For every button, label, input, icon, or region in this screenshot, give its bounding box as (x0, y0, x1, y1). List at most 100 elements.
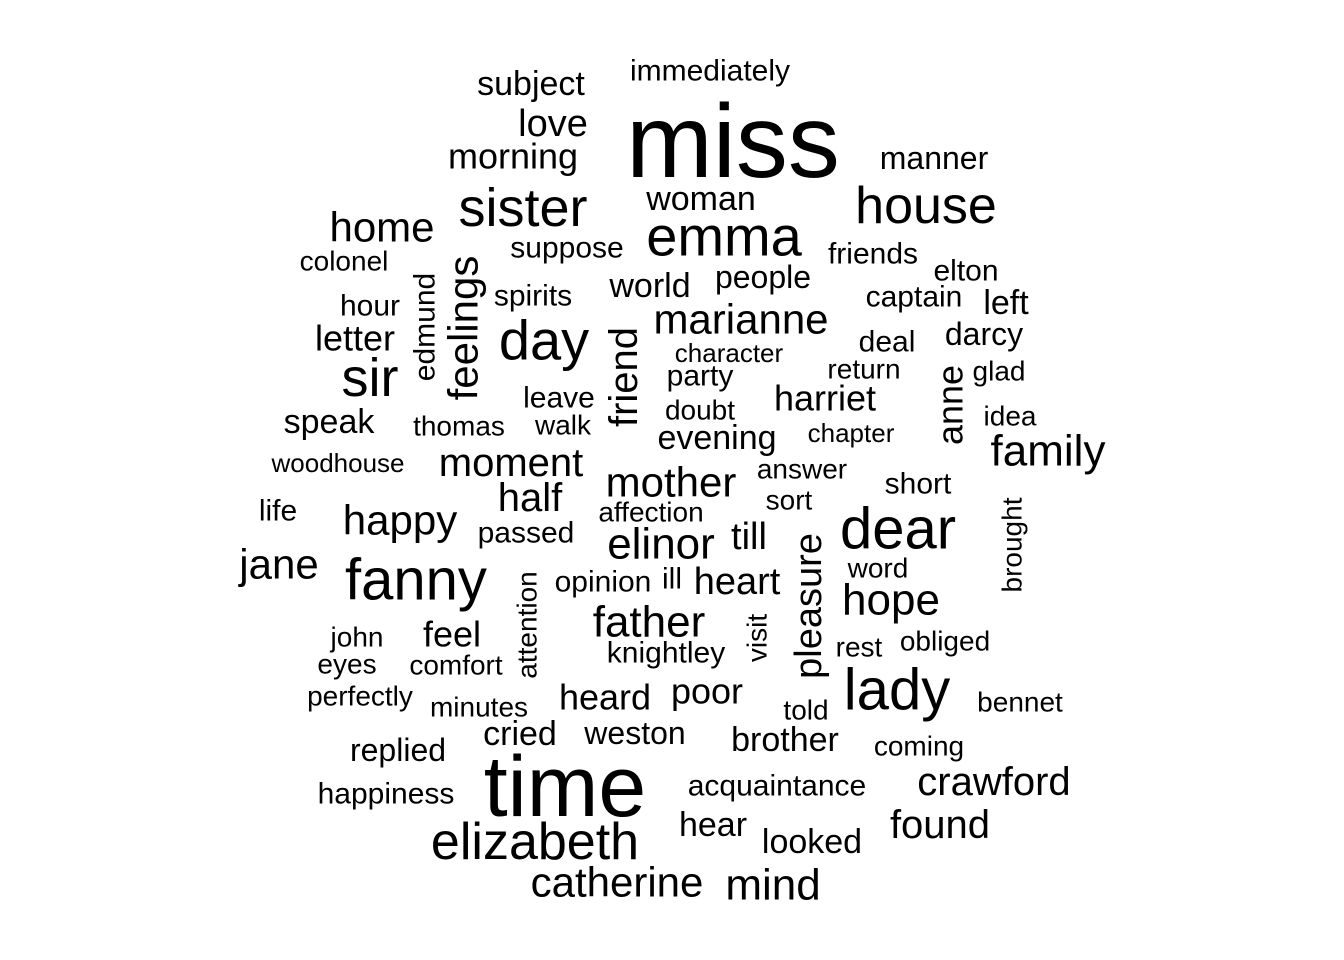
word-comfort: comfort (409, 650, 503, 681)
word-heard: heard (559, 677, 651, 718)
word-affection: affection (598, 497, 703, 528)
word-father: father (593, 598, 706, 647)
word-poor: poor (671, 671, 743, 712)
word-manner: manner (880, 140, 989, 176)
word-opinion: opinion (555, 566, 652, 599)
word-emma: emma (646, 205, 802, 268)
word-hear: hear (679, 806, 747, 844)
word-evening: evening (657, 419, 776, 457)
word-deal: deal (859, 326, 916, 359)
word-passed: passed (478, 517, 575, 550)
word-walk: walk (534, 410, 592, 441)
word-heart: heart (694, 561, 781, 603)
word-letter: letter (315, 318, 395, 359)
word-hope: hope (842, 576, 940, 625)
word-crawford: crawford (917, 760, 1070, 804)
word-miss: miss (626, 84, 840, 200)
word-dear: dear (840, 497, 956, 562)
word-home: home (329, 204, 434, 251)
word-coming: coming (874, 731, 964, 762)
word-feelings: feelings (440, 256, 487, 401)
word-feel: feel (423, 614, 481, 655)
word-glad: glad (973, 356, 1026, 387)
word-told: told (783, 695, 828, 726)
word-sir: sir (342, 348, 399, 408)
word-elinor: elinor (607, 520, 715, 569)
word-acquaintance: acquaintance (688, 770, 866, 803)
word-life: life (259, 495, 297, 528)
word-till: till (731, 516, 767, 558)
word-knightley: knightley (607, 637, 725, 670)
word-visit: visit (742, 614, 773, 662)
word-darcy: darcy (945, 316, 1023, 352)
word-friends: friends (828, 238, 918, 271)
word-family: family (991, 427, 1106, 476)
word-ill: ill (662, 563, 682, 596)
word-rest: rest (836, 632, 883, 663)
word-attention: attention (512, 571, 543, 678)
word-sort: sort (766, 485, 813, 516)
word-john: john (330, 622, 384, 653)
word-hour: hour (340, 290, 400, 323)
word-character: character (675, 338, 784, 368)
word-day: day (499, 309, 589, 372)
word-word: word (847, 553, 909, 584)
word-perfectly: perfectly (307, 681, 413, 712)
word-friend: friend (602, 327, 646, 427)
word-world: world (608, 267, 690, 305)
word-idea: idea (984, 401, 1037, 432)
word-left: left (983, 284, 1029, 322)
word-brought: brought (997, 497, 1028, 592)
word-minutes: minutes (430, 692, 528, 723)
word-pleasure: pleasure (788, 533, 830, 679)
word-thomas: thomas (413, 411, 505, 442)
word-answer: answer (757, 454, 847, 485)
word-speak: speak (284, 403, 376, 441)
word-morning: morning (448, 136, 578, 177)
word-harriet: harriet (774, 378, 876, 419)
word-short: short (885, 468, 952, 501)
word-spirits: spirits (494, 280, 572, 313)
word-marianne: marianne (653, 296, 828, 343)
word-return: return (827, 354, 900, 385)
word-found: found (890, 803, 990, 847)
word-brother: brother (731, 721, 839, 759)
word-woodhouse: woodhouse (271, 448, 405, 478)
word-jane: jane (237, 541, 318, 588)
word-party: party (667, 360, 734, 393)
word-subject: subject (477, 65, 585, 103)
word-mother: mother (606, 459, 737, 506)
word-bennet: bennet (977, 687, 1063, 718)
word-half: half (498, 476, 563, 520)
word-happy: happy (343, 497, 457, 544)
word-colonel: colonel (300, 246, 389, 277)
word-immediately: immediately (630, 55, 790, 88)
word-replied: replied (350, 732, 446, 768)
word-sister: sister (458, 178, 587, 238)
word-fanny: fanny (345, 548, 487, 613)
word-moment: moment (439, 441, 584, 485)
word-leave: leave (523, 382, 595, 415)
word-weston: weston (583, 715, 685, 751)
word-woman: woman (645, 180, 756, 218)
word-edmund: edmund (409, 273, 442, 381)
word-captain: captain (866, 281, 963, 314)
word-time: time (484, 739, 646, 835)
word-cried: cried (483, 715, 557, 753)
word-suppose: suppose (510, 232, 623, 265)
word-happiness: happiness (318, 778, 455, 811)
word-eyes: eyes (317, 649, 376, 680)
word-elton: elton (933, 255, 998, 288)
word-lady: lady (844, 658, 950, 723)
word-obliged: obliged (900, 626, 990, 657)
word-love: love (518, 103, 588, 145)
word-house: house (855, 177, 997, 235)
word-mind: mind (725, 861, 820, 910)
word-catherine: catherine (531, 859, 704, 906)
word-people: people (715, 259, 811, 295)
word-chapter: chapter (808, 418, 895, 448)
word-anne: anne (930, 365, 971, 445)
word-elizabeth: elizabeth (431, 813, 639, 871)
